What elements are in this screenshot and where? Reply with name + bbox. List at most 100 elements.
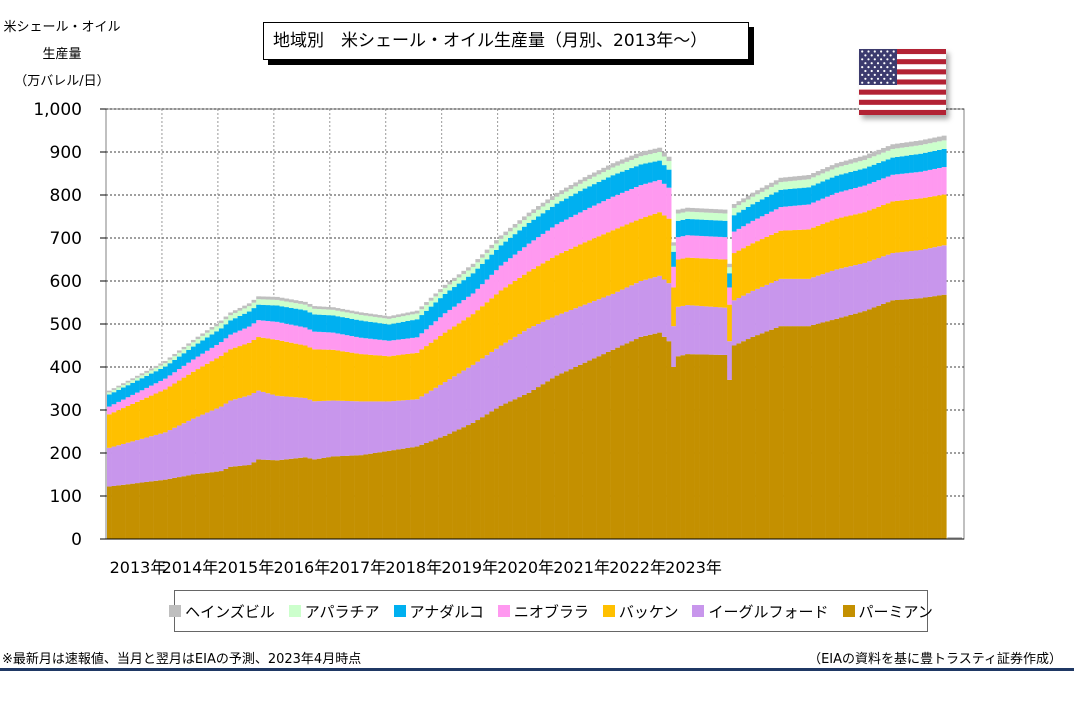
bar-segment (713, 220, 719, 237)
bar-segment (321, 306, 327, 310)
bar-segment (512, 254, 518, 281)
bar-segment (218, 320, 224, 324)
bar-segment (895, 252, 900, 300)
bar-segment (736, 250, 742, 298)
bar-segment (214, 408, 220, 472)
bar-segment (536, 324, 541, 388)
bar-segment (144, 372, 150, 376)
bar-segment (489, 351, 495, 412)
legend-entry: バッケン (602, 601, 678, 622)
bar-segment (587, 302, 593, 361)
bar-segment (288, 302, 294, 308)
bar-segment (489, 244, 495, 249)
bar-segment (881, 256, 886, 304)
bar-segment (321, 332, 327, 350)
bar-segment (536, 216, 541, 238)
bar-segment (895, 148, 900, 157)
bar-segment (839, 268, 845, 318)
bar-segment (806, 326, 812, 539)
bar-segment (111, 412, 117, 447)
bar-segment (867, 261, 872, 310)
bar-segment (582, 362, 588, 539)
bar-segment (834, 175, 840, 193)
bar-segment (167, 363, 173, 376)
bar-segment (685, 207, 691, 212)
bar-segment (316, 314, 322, 332)
bar-segment (573, 186, 579, 194)
bar-segment (438, 289, 443, 293)
empty-months-baseline (947, 537, 962, 539)
bar-segment (811, 173, 817, 178)
bar-segment (596, 170, 602, 175)
bar-segment (759, 187, 765, 192)
bar-segment (596, 299, 602, 357)
bar-segment (498, 265, 504, 291)
bar-segment (885, 302, 891, 539)
bar-segment (172, 359, 178, 373)
bar-segment (447, 284, 453, 291)
bar-segment (326, 400, 332, 458)
bar-segment (941, 148, 947, 168)
bar-segment (330, 332, 336, 350)
bar-segment (298, 309, 304, 327)
bar-segment (176, 380, 182, 426)
bar-segment (438, 292, 443, 299)
bar-segment (438, 384, 443, 438)
bar-segment (410, 311, 416, 315)
bar-segment (941, 245, 947, 295)
bar-segment (456, 373, 462, 430)
bar-segment (475, 420, 481, 539)
bar-segment (834, 218, 840, 270)
bar-segment (405, 320, 411, 339)
bar-segment (834, 163, 840, 168)
bar-segment (195, 473, 201, 539)
bar-segment (144, 375, 150, 388)
bar-segment (209, 347, 215, 362)
bar-segment (265, 296, 271, 300)
bar-segment (722, 307, 728, 355)
bar-segment (237, 310, 243, 316)
bar-segment (694, 235, 700, 259)
bar-segment (186, 374, 192, 421)
bar-segment (876, 258, 882, 306)
bar-segment (382, 451, 388, 539)
bar-segment (797, 188, 803, 206)
bar-segment (162, 366, 168, 379)
bar-segment (274, 321, 280, 340)
bar-segment (661, 215, 667, 280)
bar-segment (633, 220, 639, 284)
bar-segment (694, 208, 700, 213)
bar-segment (932, 168, 938, 197)
bar-segment (279, 300, 285, 307)
bar-segment (848, 163, 854, 172)
bar-segment (843, 267, 849, 317)
bar-segment (526, 222, 532, 244)
bar-segment (913, 298, 919, 539)
bar-segment (666, 283, 672, 342)
bar-segment (717, 220, 723, 237)
bar-segment (615, 291, 621, 348)
bar-segment (447, 433, 453, 539)
bar-segment (568, 185, 574, 189)
bar-segment (116, 387, 122, 390)
bar-segment (624, 190, 630, 225)
bar-segment (265, 338, 271, 394)
bar-segment (223, 468, 229, 539)
bar-segment (456, 303, 462, 324)
bar-segment (125, 405, 131, 443)
bar-segment (386, 356, 392, 402)
bar-segment (605, 351, 611, 539)
bar-segment (181, 476, 187, 539)
bar-segment (293, 458, 299, 539)
bar-segment (186, 362, 192, 375)
bar-segment (596, 236, 602, 300)
bar-segment (517, 397, 523, 539)
bar-segment (358, 314, 364, 321)
bar-segment (881, 161, 886, 179)
x-tick-label: 2018年 (385, 558, 442, 577)
bar-segment (344, 317, 350, 336)
bar-segment (932, 150, 938, 169)
bar-segment (279, 340, 285, 397)
bar-segment (377, 323, 383, 340)
bar-segment (862, 159, 868, 169)
